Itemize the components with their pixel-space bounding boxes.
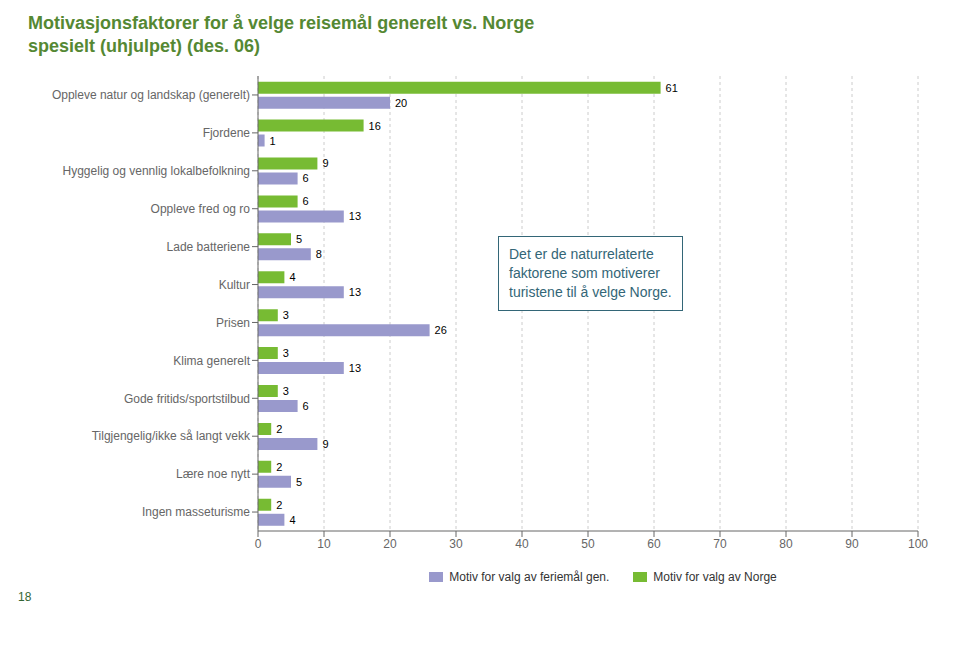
- svg-text:Hyggelig og vennlig lokalbefol: Hyggelig og vennlig lokalbefolkning: [63, 164, 250, 178]
- svg-text:3: 3: [283, 347, 289, 359]
- html-text:18: 18: [18, 590, 32, 604]
- svg-text:Tilgjengelig/ikke så langt vek: Tilgjengelig/ikke så langt vekk: [92, 429, 251, 443]
- svg-text:5: 5: [296, 233, 302, 245]
- svg-text:13: 13: [349, 362, 361, 374]
- html-text:Det er de naturrelaterte fakto: Det er de naturrelaterte faktorene som m…: [509, 246, 672, 300]
- svg-text:2: 2: [276, 461, 282, 473]
- svg-text:9: 9: [322, 157, 328, 169]
- svg-text:Prisen: Prisen: [216, 316, 250, 330]
- svg-text:Gode fritids/sportstilbud: Gode fritids/sportstilbud: [124, 392, 250, 406]
- svg-text:2: 2: [276, 499, 282, 511]
- svg-text:26: 26: [435, 324, 447, 336]
- svg-text:Klima generelt: Klima generelt: [173, 354, 250, 368]
- svg-text:5: 5: [296, 476, 302, 488]
- svg-text:3: 3: [283, 385, 289, 397]
- svg-text:Fjordene: Fjordene: [203, 126, 251, 140]
- svg-text:Oppleve fred og ro: Oppleve fred og ro: [151, 202, 251, 216]
- svg-text:40: 40: [515, 537, 529, 551]
- svg-text:60: 60: [647, 537, 661, 551]
- svg-text:13: 13: [349, 286, 361, 298]
- svg-text:Kultur: Kultur: [219, 278, 250, 292]
- svg-text:Lade batteriene: Lade batteriene: [167, 240, 251, 254]
- svg-text:16: 16: [369, 120, 381, 132]
- svg-text:Ingen masseturisme: Ingen masseturisme: [142, 505, 250, 519]
- svg-text:Oppleve natur og landskap (gen: Oppleve natur og landskap (generelt): [52, 88, 250, 102]
- svg-text:6: 6: [303, 195, 309, 207]
- svg-text:8: 8: [316, 248, 322, 260]
- html-text:spesielt (uhjulpet) (des. 06): spesielt (uhjulpet) (des. 06): [28, 36, 260, 56]
- html-text:Motiv for valg av feriemål gen: Motiv for valg av feriemål gen.: [449, 570, 610, 584]
- svg-text:90: 90: [845, 537, 859, 551]
- html-text:Motivasjonsfaktorer for å velg: Motivasjonsfaktorer for å velge reisemål…: [28, 13, 535, 33]
- svg-text:80: 80: [779, 537, 793, 551]
- html-text:Motiv for valg av Norge: Motiv for valg av Norge: [653, 570, 777, 584]
- svg-text:10: 10: [317, 537, 331, 551]
- svg-text:100: 100: [908, 537, 928, 551]
- svg-text:6: 6: [303, 400, 309, 412]
- svg-text:6: 6: [303, 172, 309, 184]
- svg-text:9: 9: [322, 438, 328, 450]
- svg-text:1: 1: [270, 135, 276, 147]
- svg-text:0: 0: [255, 537, 262, 551]
- svg-text:50: 50: [581, 537, 595, 551]
- svg-text:13: 13: [349, 210, 361, 222]
- svg-text:4: 4: [289, 514, 295, 526]
- svg-text:70: 70: [713, 537, 727, 551]
- svg-text:61: 61: [666, 82, 678, 94]
- svg-text:30: 30: [449, 537, 463, 551]
- svg-text:20: 20: [395, 97, 407, 109]
- svg-text:2: 2: [276, 423, 282, 435]
- svg-text:Lære noe nytt: Lære noe nytt: [176, 467, 251, 481]
- svg-text:3: 3: [283, 309, 289, 321]
- svg-text:20: 20: [383, 537, 397, 551]
- svg-text:4: 4: [289, 271, 295, 283]
